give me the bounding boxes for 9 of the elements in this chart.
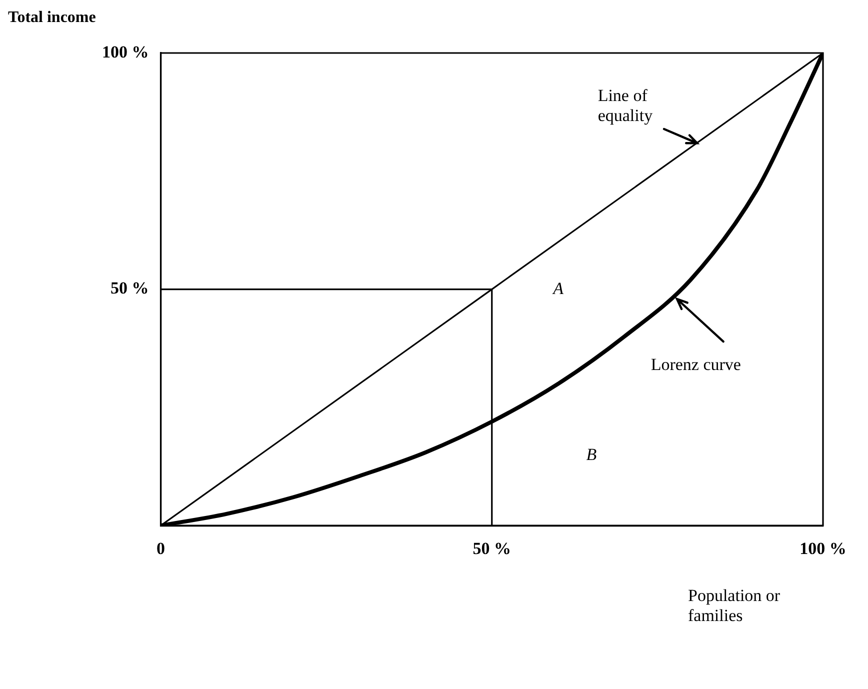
series-label: Lorenz curve — [650, 355, 741, 376]
annotation: B — [586, 444, 597, 466]
x-tick-label: 50 % — [472, 539, 511, 558]
x-axis-title: Population or families — [688, 586, 780, 626]
x-tick-label: 100 % — [800, 539, 846, 558]
text: Line of equality — [598, 86, 654, 127]
x-tick-label: 0 — [156, 539, 165, 558]
annotation: A — [553, 279, 564, 300]
y-axis-title: Total income — [8, 8, 96, 28]
